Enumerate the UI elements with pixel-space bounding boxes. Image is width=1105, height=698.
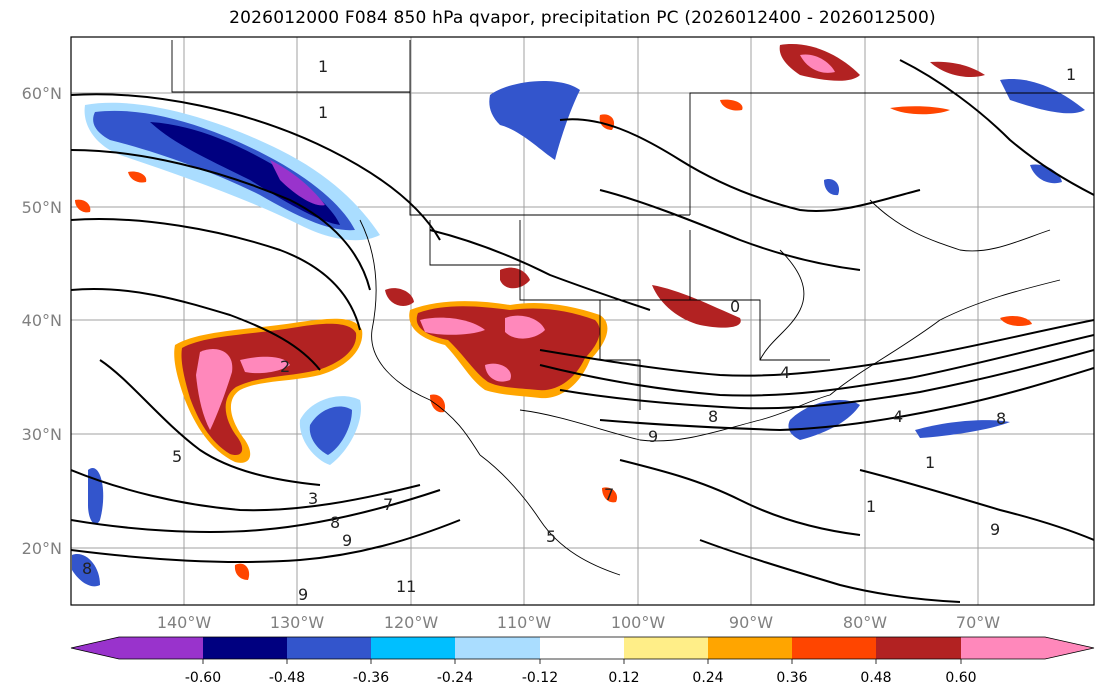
colorbar-label: 0.60 xyxy=(945,670,976,686)
lat-label-30n: 30°N xyxy=(22,425,62,444)
colorbar-outline xyxy=(70,636,1095,660)
contour-label: 1 xyxy=(925,453,935,472)
lon-label-90w: 90°W xyxy=(729,613,773,632)
lon-label-120w: 120°W xyxy=(384,613,439,632)
colorbar-segment xyxy=(455,637,540,659)
colorbar-label: -0.12 xyxy=(522,670,558,686)
contour-label: 9 xyxy=(298,585,308,604)
colorbar-label: 0.48 xyxy=(860,670,891,686)
contour-label: 2 xyxy=(280,357,290,376)
contour-label: 9 xyxy=(648,427,658,446)
colorbar-label: 0.36 xyxy=(776,670,807,686)
contour-label: 8 xyxy=(82,559,92,578)
lon-label-80w: 80°W xyxy=(843,613,887,632)
contour-label: 9 xyxy=(990,520,1000,539)
lon-label-140w: 140°W xyxy=(157,613,212,632)
colorbar-label: 0.24 xyxy=(692,670,723,686)
map-frame xyxy=(70,36,1095,606)
contour-label: 7 xyxy=(383,495,393,514)
contour-label: 4 xyxy=(893,407,903,426)
lat-label-20n: 20°N xyxy=(22,539,62,558)
colorbar-segment-below-min xyxy=(71,637,119,659)
chart-title: 2026012000 F084 850 hPa qvapor, precipit… xyxy=(229,8,936,28)
contour-label-group: 1 1 2 3 5 7 8 9 11 9 8 5 4 4 8 7 9 0 1 1… xyxy=(82,57,1076,604)
contour-label: 0 xyxy=(730,297,740,316)
longitude-labels: 140°W 130°W 120°W 110°W 100°W 90°W 80°W … xyxy=(157,613,1000,632)
contour-label: 1 xyxy=(318,103,328,122)
lon-label-110w: 110°W xyxy=(497,613,552,632)
contour-label: 3 xyxy=(308,489,318,508)
contour-label: 4 xyxy=(780,363,790,382)
colorbar-label: -0.24 xyxy=(437,670,473,686)
colorbar-ticks xyxy=(202,659,962,664)
lat-label-50n: 50°N xyxy=(22,198,62,217)
colorbar-segment xyxy=(624,637,708,659)
colorbar-segment xyxy=(287,637,371,659)
colorbar-segment xyxy=(876,637,961,659)
coastlines-borders xyxy=(171,40,1094,576)
contour-label: 8 xyxy=(330,513,340,532)
map-content: 1 1 2 3 5 7 8 9 11 9 8 5 4 4 8 7 9 0 1 1… xyxy=(71,37,1094,605)
lon-label-130w: 130°W xyxy=(270,613,325,632)
contour-label: 1 xyxy=(1066,65,1076,84)
contour-label: 8 xyxy=(996,409,1006,428)
colorbar-segment-above-max xyxy=(1045,637,1094,659)
colorbar-segment xyxy=(961,637,1045,659)
colorbar-label: -0.48 xyxy=(269,670,305,686)
colorbar: -0.60 -0.48 -0.36 -0.24 -0.12 0.12 0.24 … xyxy=(70,636,1095,686)
contour-label: 5 xyxy=(546,527,556,546)
colorbar-segment xyxy=(119,637,203,659)
contour-label: 1 xyxy=(318,57,328,76)
contour-label: 7 xyxy=(604,485,614,504)
contour-label: 9 xyxy=(342,531,352,550)
contour-label: 11 xyxy=(396,577,416,596)
contour-lines xyxy=(71,59,1094,603)
lat-label-60n: 60°N xyxy=(22,84,62,103)
contour-label: 5 xyxy=(172,447,182,466)
colorbar-segment xyxy=(708,637,792,659)
colorbar-segment xyxy=(792,637,876,659)
colorbar-label: -0.36 xyxy=(353,670,389,686)
lon-label-70w: 70°W xyxy=(956,613,1000,632)
colorbar-label: 0.12 xyxy=(608,670,639,686)
contour-label: 8 xyxy=(708,407,718,426)
colorbar-label: -0.60 xyxy=(185,670,221,686)
colorbar-segment xyxy=(371,637,455,659)
colorbar-segment xyxy=(203,637,287,659)
lat-label-40n: 40°N xyxy=(22,311,62,330)
latitude-labels: 60°N 50°N 40°N 30°N 20°N xyxy=(22,84,62,558)
contour-label: 1 xyxy=(866,497,876,516)
colorbar-segment xyxy=(540,637,624,659)
lon-label-100w: 100°W xyxy=(611,613,666,632)
